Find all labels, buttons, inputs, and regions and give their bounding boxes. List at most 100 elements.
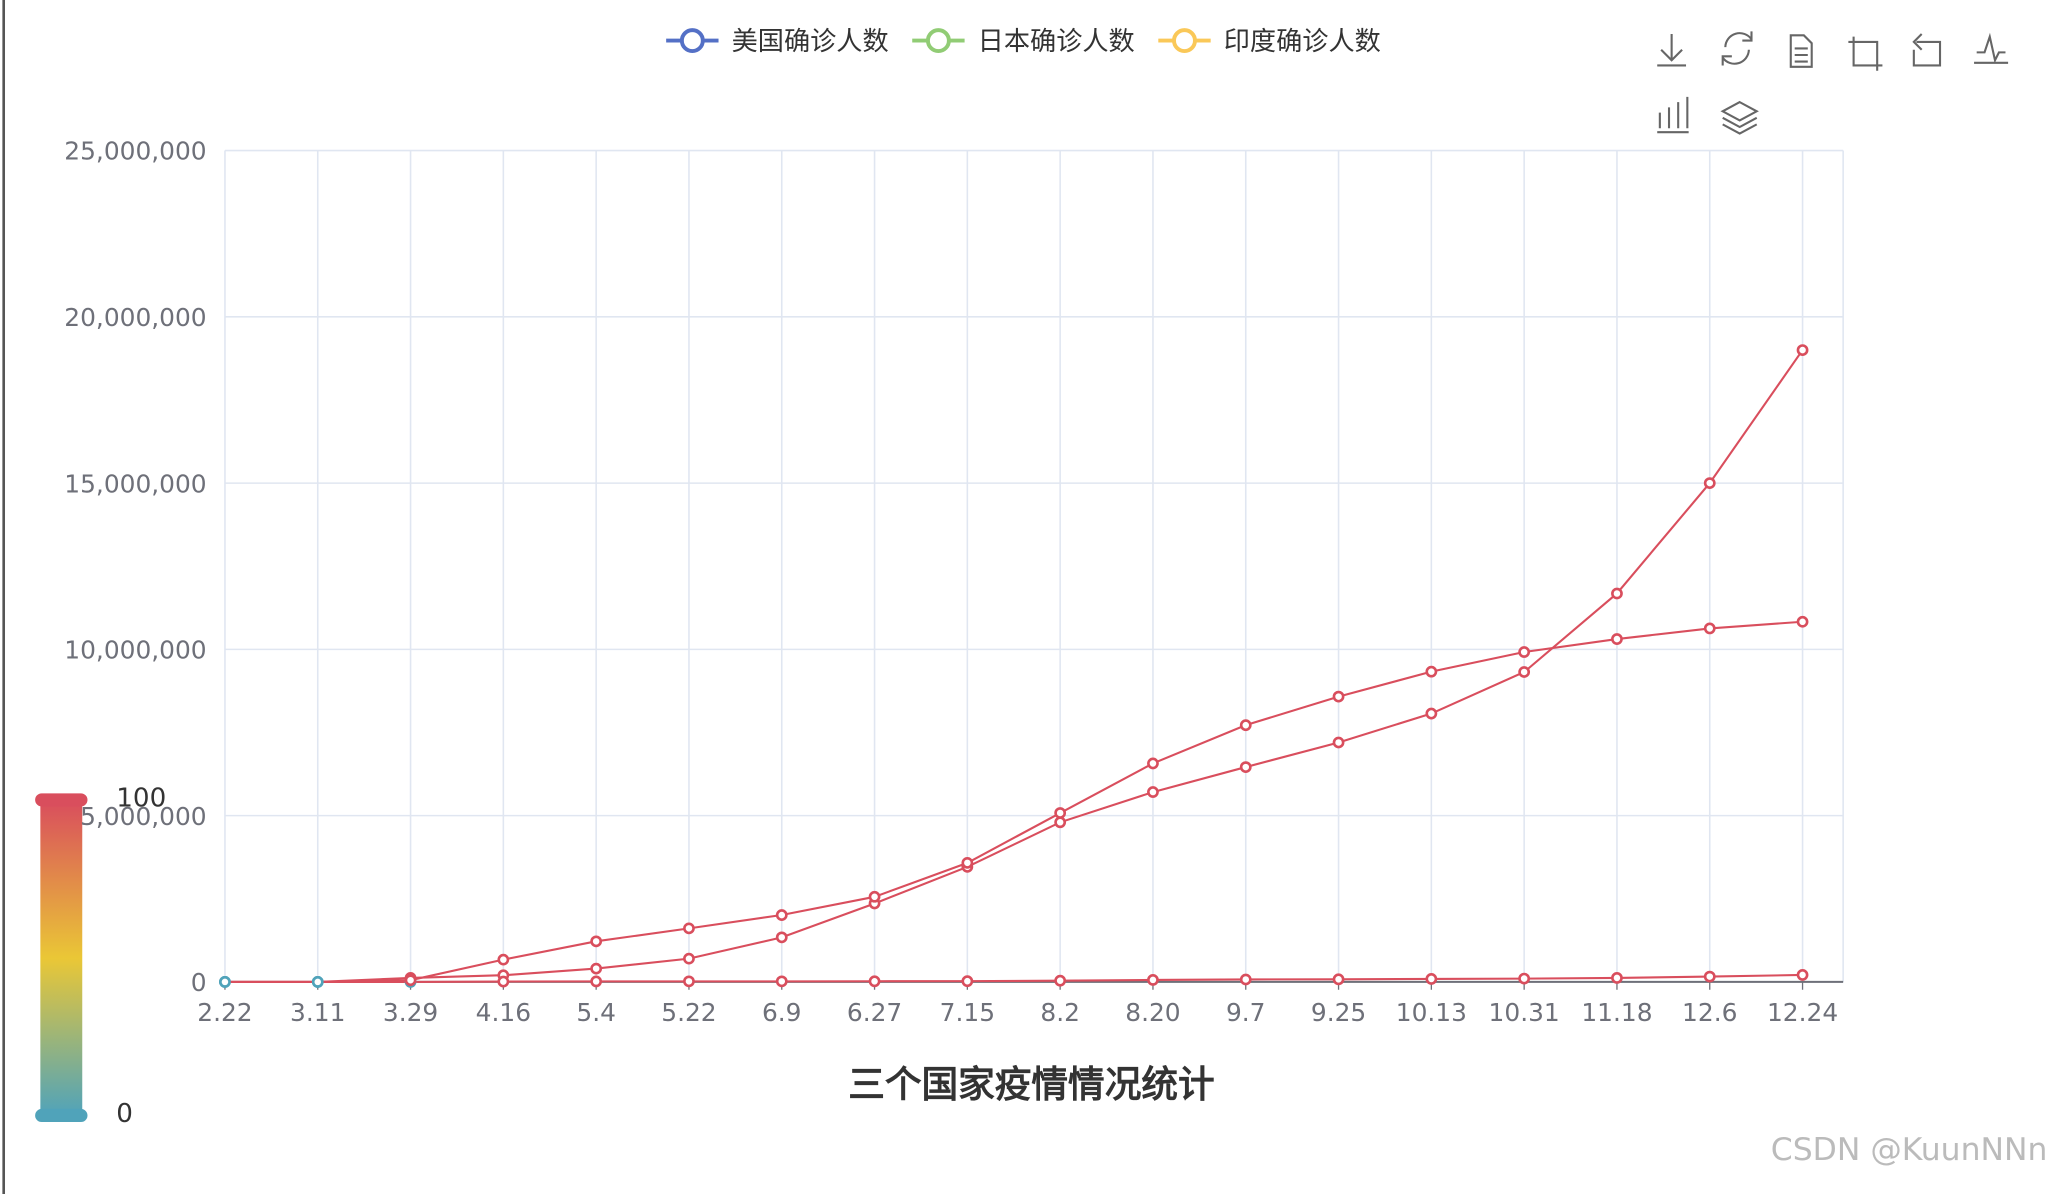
legend-symbol [1172,28,1197,54]
x-tick-label: 10.13 [1396,998,1467,1027]
data-point [1518,972,1531,985]
x-tick-label: 6.9 [762,998,802,1027]
data-point [1425,973,1438,985]
y-tick-label: 25,000,000 [64,137,206,166]
data-point [961,856,974,869]
data-point [1611,633,1623,645]
data-point [775,909,788,921]
data-point [1703,622,1716,635]
x-tick-label: 5.22 [661,998,716,1027]
data-point [1425,707,1438,720]
data-point [1054,974,1067,987]
data-point [775,931,788,944]
visual-map-max: 100 [116,783,166,813]
bar-icon[interactable] [1657,96,1689,134]
data-point [1332,736,1345,749]
data-point [497,953,510,966]
zoom-icon[interactable] [1848,36,1883,71]
data-point [868,890,881,903]
data-point [1425,665,1438,678]
x-tick-label: 5.4 [576,998,616,1027]
legend-label: 日本确诊人数 [978,27,1135,57]
visual-map-handle[interactable] [35,1108,88,1122]
legend-item[interactable]: 印度确诊人数 [1158,27,1381,57]
data-point [1147,974,1159,986]
legend-label: 美国确诊人数 [732,27,889,57]
legend-label: 印度确诊人数 [1224,27,1381,57]
data-point [775,975,788,988]
y-tick-label: 0 [191,968,207,997]
dataview-icon[interactable] [1789,34,1813,68]
x-tick-label: 12.6 [1682,998,1737,1027]
x-tick-label: 6.27 [847,998,902,1027]
data-point [683,922,695,935]
data-point [1796,615,1809,628]
data-point [1796,344,1809,356]
data-point [1147,786,1159,798]
x-tick-label: 3.29 [383,998,438,1027]
legend-symbol [925,28,951,54]
x-tick-label: 9.7 [1226,998,1266,1027]
data-point [590,962,603,975]
data-point [590,935,603,948]
x-tick-label: 4.16 [476,998,531,1027]
y-tick-label: 10,000,000 [64,636,206,665]
zoom-reset-icon[interactable] [1912,33,1942,67]
data-point [868,975,881,988]
data-point [1147,757,1159,770]
y-tick-label: 20,000,000 [64,303,206,332]
data-point [1332,973,1345,986]
data-point [1703,477,1716,489]
data-point [497,975,510,988]
data-point [311,976,324,988]
data-point [1796,969,1809,981]
data-point [1611,587,1623,600]
data-point [404,974,417,987]
series-line [224,349,1804,983]
data-point [1611,972,1623,984]
watermark: CSDN @KuunNNn [1771,1132,2048,1168]
x-tick-label: 9.25 [1311,998,1366,1027]
legend: 美国确诊人数 日本确诊人数 印度确诊人数 [666,27,1381,57]
visual-map-handle[interactable] [35,793,88,807]
visual-map-min: 0 [116,1099,133,1129]
restore-icon[interactable] [1721,31,1753,66]
x-tick-label: 2.22 [197,998,252,1027]
data-point [1518,646,1531,658]
data-point [1239,973,1252,986]
legend-item[interactable]: 美国确诊人数 [666,27,889,57]
chart-title: 三个国家疫情情况统计 [848,1063,1214,1106]
visual-map-bar[interactable] [40,801,83,1116]
data-point [1518,666,1531,678]
data-point [219,976,231,988]
visual-map[interactable]: 100 0 [35,783,166,1129]
stack-icon[interactable] [1720,100,1759,135]
data-point [1054,816,1067,829]
data-point [683,952,695,965]
data-point [1332,690,1345,703]
data-point [1239,761,1252,773]
x-tick-label: 8.20 [1125,998,1180,1027]
data-point [590,975,603,988]
data-point [961,975,974,988]
save-icon[interactable] [1657,34,1687,67]
data-point [1239,719,1252,732]
x-tick-label: 12.24 [1767,998,1838,1027]
x-tick-label: 7.15 [940,998,995,1027]
y-tick-label: 15,000,000 [64,469,206,498]
legend-symbol [679,28,705,54]
x-tick-label: 8.2 [1040,998,1080,1027]
toolbox[interactable] [1657,31,2009,135]
series-line [224,620,1803,983]
data-point [1054,807,1067,819]
x-tick-label: 3.11 [290,998,345,1027]
x-tick-label: 11.18 [1581,998,1652,1027]
legend-item[interactable]: 日本确诊人数 [912,27,1135,57]
series-line [224,973,1803,983]
data-point [683,975,695,988]
y-tick-label: 5,000,000 [80,802,207,831]
line-icon[interactable] [1974,32,2009,64]
data-point [1703,970,1716,983]
x-tick-label: 10.31 [1489,998,1560,1027]
